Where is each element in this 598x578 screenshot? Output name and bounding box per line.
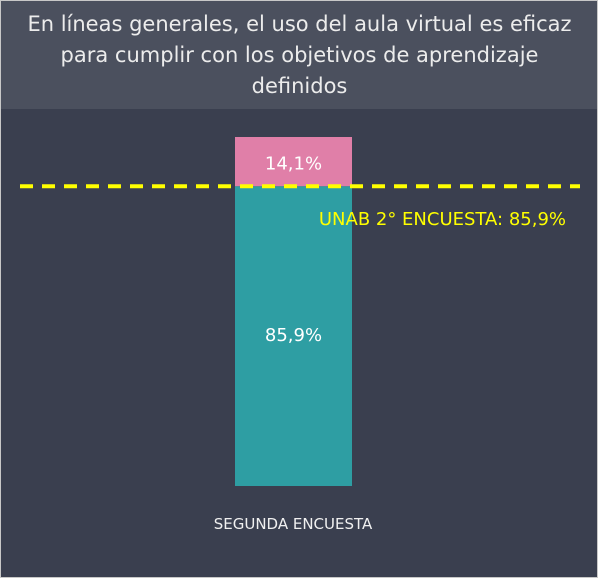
data-label: 14,1% [265, 154, 322, 175]
bar-segment [235, 137, 352, 187]
bar-segment [235, 186, 352, 487]
chart-title: En líneas generales, el uso del aula vir… [27, 12, 572, 98]
data-label: 85,9% [265, 325, 322, 346]
x-tick-label: SEGUNDA ENCUESTA [213, 515, 373, 533]
title-box: En líneas generales, el uso del aula vir… [1, 1, 597, 109]
reference-label: UNAB 2° ENCUESTA: 85,9% [319, 209, 566, 230]
